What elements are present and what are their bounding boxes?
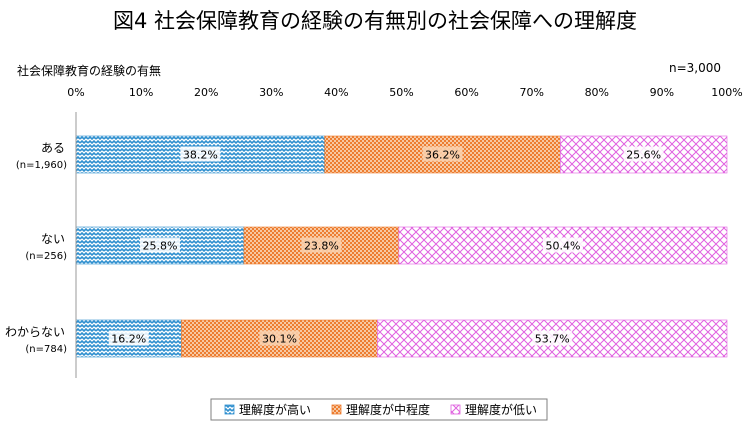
x-tick-label: 90% [650, 86, 674, 99]
data-label-background [259, 330, 300, 346]
data-label: 25.8% [143, 240, 178, 253]
x-tick-label: 40% [324, 86, 348, 99]
bar-groups: 38.2% 36.2% 25.6% 25.8% 23.8% 50.4% 16.2% 30.1%… [75, 135, 728, 358]
x-tick-label: 30% [259, 86, 283, 99]
data-label: 16.2% [111, 333, 146, 346]
data-label: 53.7% [535, 333, 570, 346]
data-label-background [139, 237, 180, 253]
category-labels: ある (n=1,960) ない (n=256) わからない (n=784) [5, 141, 67, 355]
data-label-background [180, 146, 221, 162]
legend-items: 理解度が高い 理解度が中程度 理解度が低い [224, 402, 537, 417]
x-axis-ticks: 0% 10% 20% 30% 40% 50% 60% 70% 80% 90% 100% [67, 86, 742, 99]
x-tick-label: 20% [194, 86, 218, 99]
data-label: 50.4% [545, 240, 580, 253]
x-tick-label: 10% [129, 86, 153, 99]
legend-label: 理解度が低い [465, 402, 537, 417]
legend: 理解度が高い 理解度が中程度 理解度が低い [210, 398, 548, 421]
legend-swatch [450, 404, 461, 415]
y-axis-title: 社会保障教育の経験の有無 [17, 63, 161, 78]
data-label: 38.2% [183, 149, 218, 162]
data-label-background [542, 237, 583, 253]
x-tick-label: 80% [585, 86, 609, 99]
chart-title: 図4 社会保障教育の経験の有無別の社会保障への理解度 [113, 9, 637, 33]
category-n-label: (n=256) [25, 251, 67, 262]
data-label-background [301, 237, 342, 253]
category-n-label: (n=1,960) [16, 160, 67, 171]
legend-swatch [224, 404, 235, 415]
category-label: ない [41, 232, 65, 246]
data-label: 36.2% [425, 149, 460, 162]
data-label: 30.1% [262, 333, 297, 346]
bar-segment [324, 135, 561, 174]
legend-frame [210, 398, 548, 421]
sample-size-note: n=3,000 [669, 61, 721, 75]
x-tick-label: 50% [389, 86, 413, 99]
data-label-background [422, 146, 463, 162]
category-n-label: (n=784) [25, 344, 67, 355]
legend-label: 理解度が中程度 [346, 402, 430, 417]
x-tick-label: 0% [67, 86, 84, 99]
category-label: わからない [5, 325, 65, 339]
data-label: 25.6% [626, 149, 661, 162]
legend-swatch [331, 404, 342, 415]
data-label-background [532, 330, 573, 346]
legend-label: 理解度が高い [239, 402, 311, 417]
x-tick-label: 100% [711, 86, 742, 99]
data-label-background [623, 146, 664, 162]
x-tick-label: 70% [519, 86, 543, 99]
category-label: ある [41, 141, 65, 155]
x-tick-label: 60% [454, 86, 478, 99]
data-label-background [108, 330, 149, 346]
data-label: 23.8% [304, 240, 339, 253]
